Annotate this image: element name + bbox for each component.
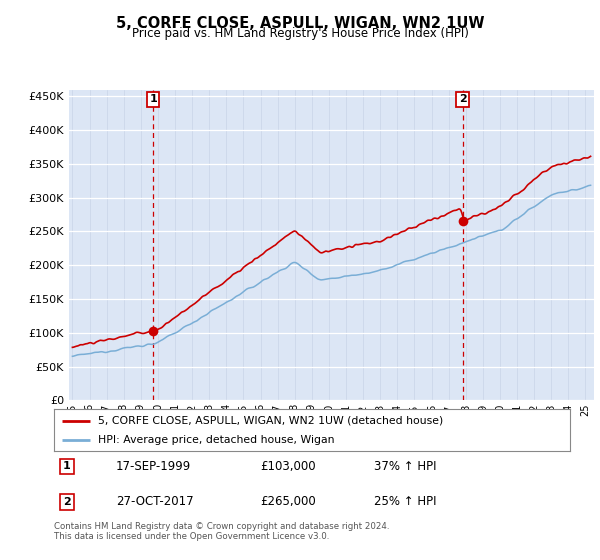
Text: 2: 2	[459, 94, 467, 104]
Text: 5, CORFE CLOSE, ASPULL, WIGAN, WN2 1UW: 5, CORFE CLOSE, ASPULL, WIGAN, WN2 1UW	[116, 16, 484, 31]
Text: 1: 1	[149, 94, 157, 104]
Text: Price paid vs. HM Land Registry's House Price Index (HPI): Price paid vs. HM Land Registry's House …	[131, 27, 469, 40]
Text: £265,000: £265,000	[260, 496, 316, 508]
Text: 1: 1	[63, 461, 71, 472]
Text: 25% ↑ HPI: 25% ↑ HPI	[374, 496, 436, 508]
Text: 2: 2	[63, 497, 71, 507]
Text: 5, CORFE CLOSE, ASPULL, WIGAN, WN2 1UW (detached house): 5, CORFE CLOSE, ASPULL, WIGAN, WN2 1UW (…	[98, 416, 443, 426]
Text: 17-SEP-1999: 17-SEP-1999	[116, 460, 191, 473]
Text: HPI: Average price, detached house, Wigan: HPI: Average price, detached house, Wiga…	[98, 435, 334, 445]
Text: 27-OCT-2017: 27-OCT-2017	[116, 496, 194, 508]
Text: 37% ↑ HPI: 37% ↑ HPI	[374, 460, 436, 473]
Text: £103,000: £103,000	[260, 460, 316, 473]
Text: Contains HM Land Registry data © Crown copyright and database right 2024.
This d: Contains HM Land Registry data © Crown c…	[54, 522, 389, 542]
